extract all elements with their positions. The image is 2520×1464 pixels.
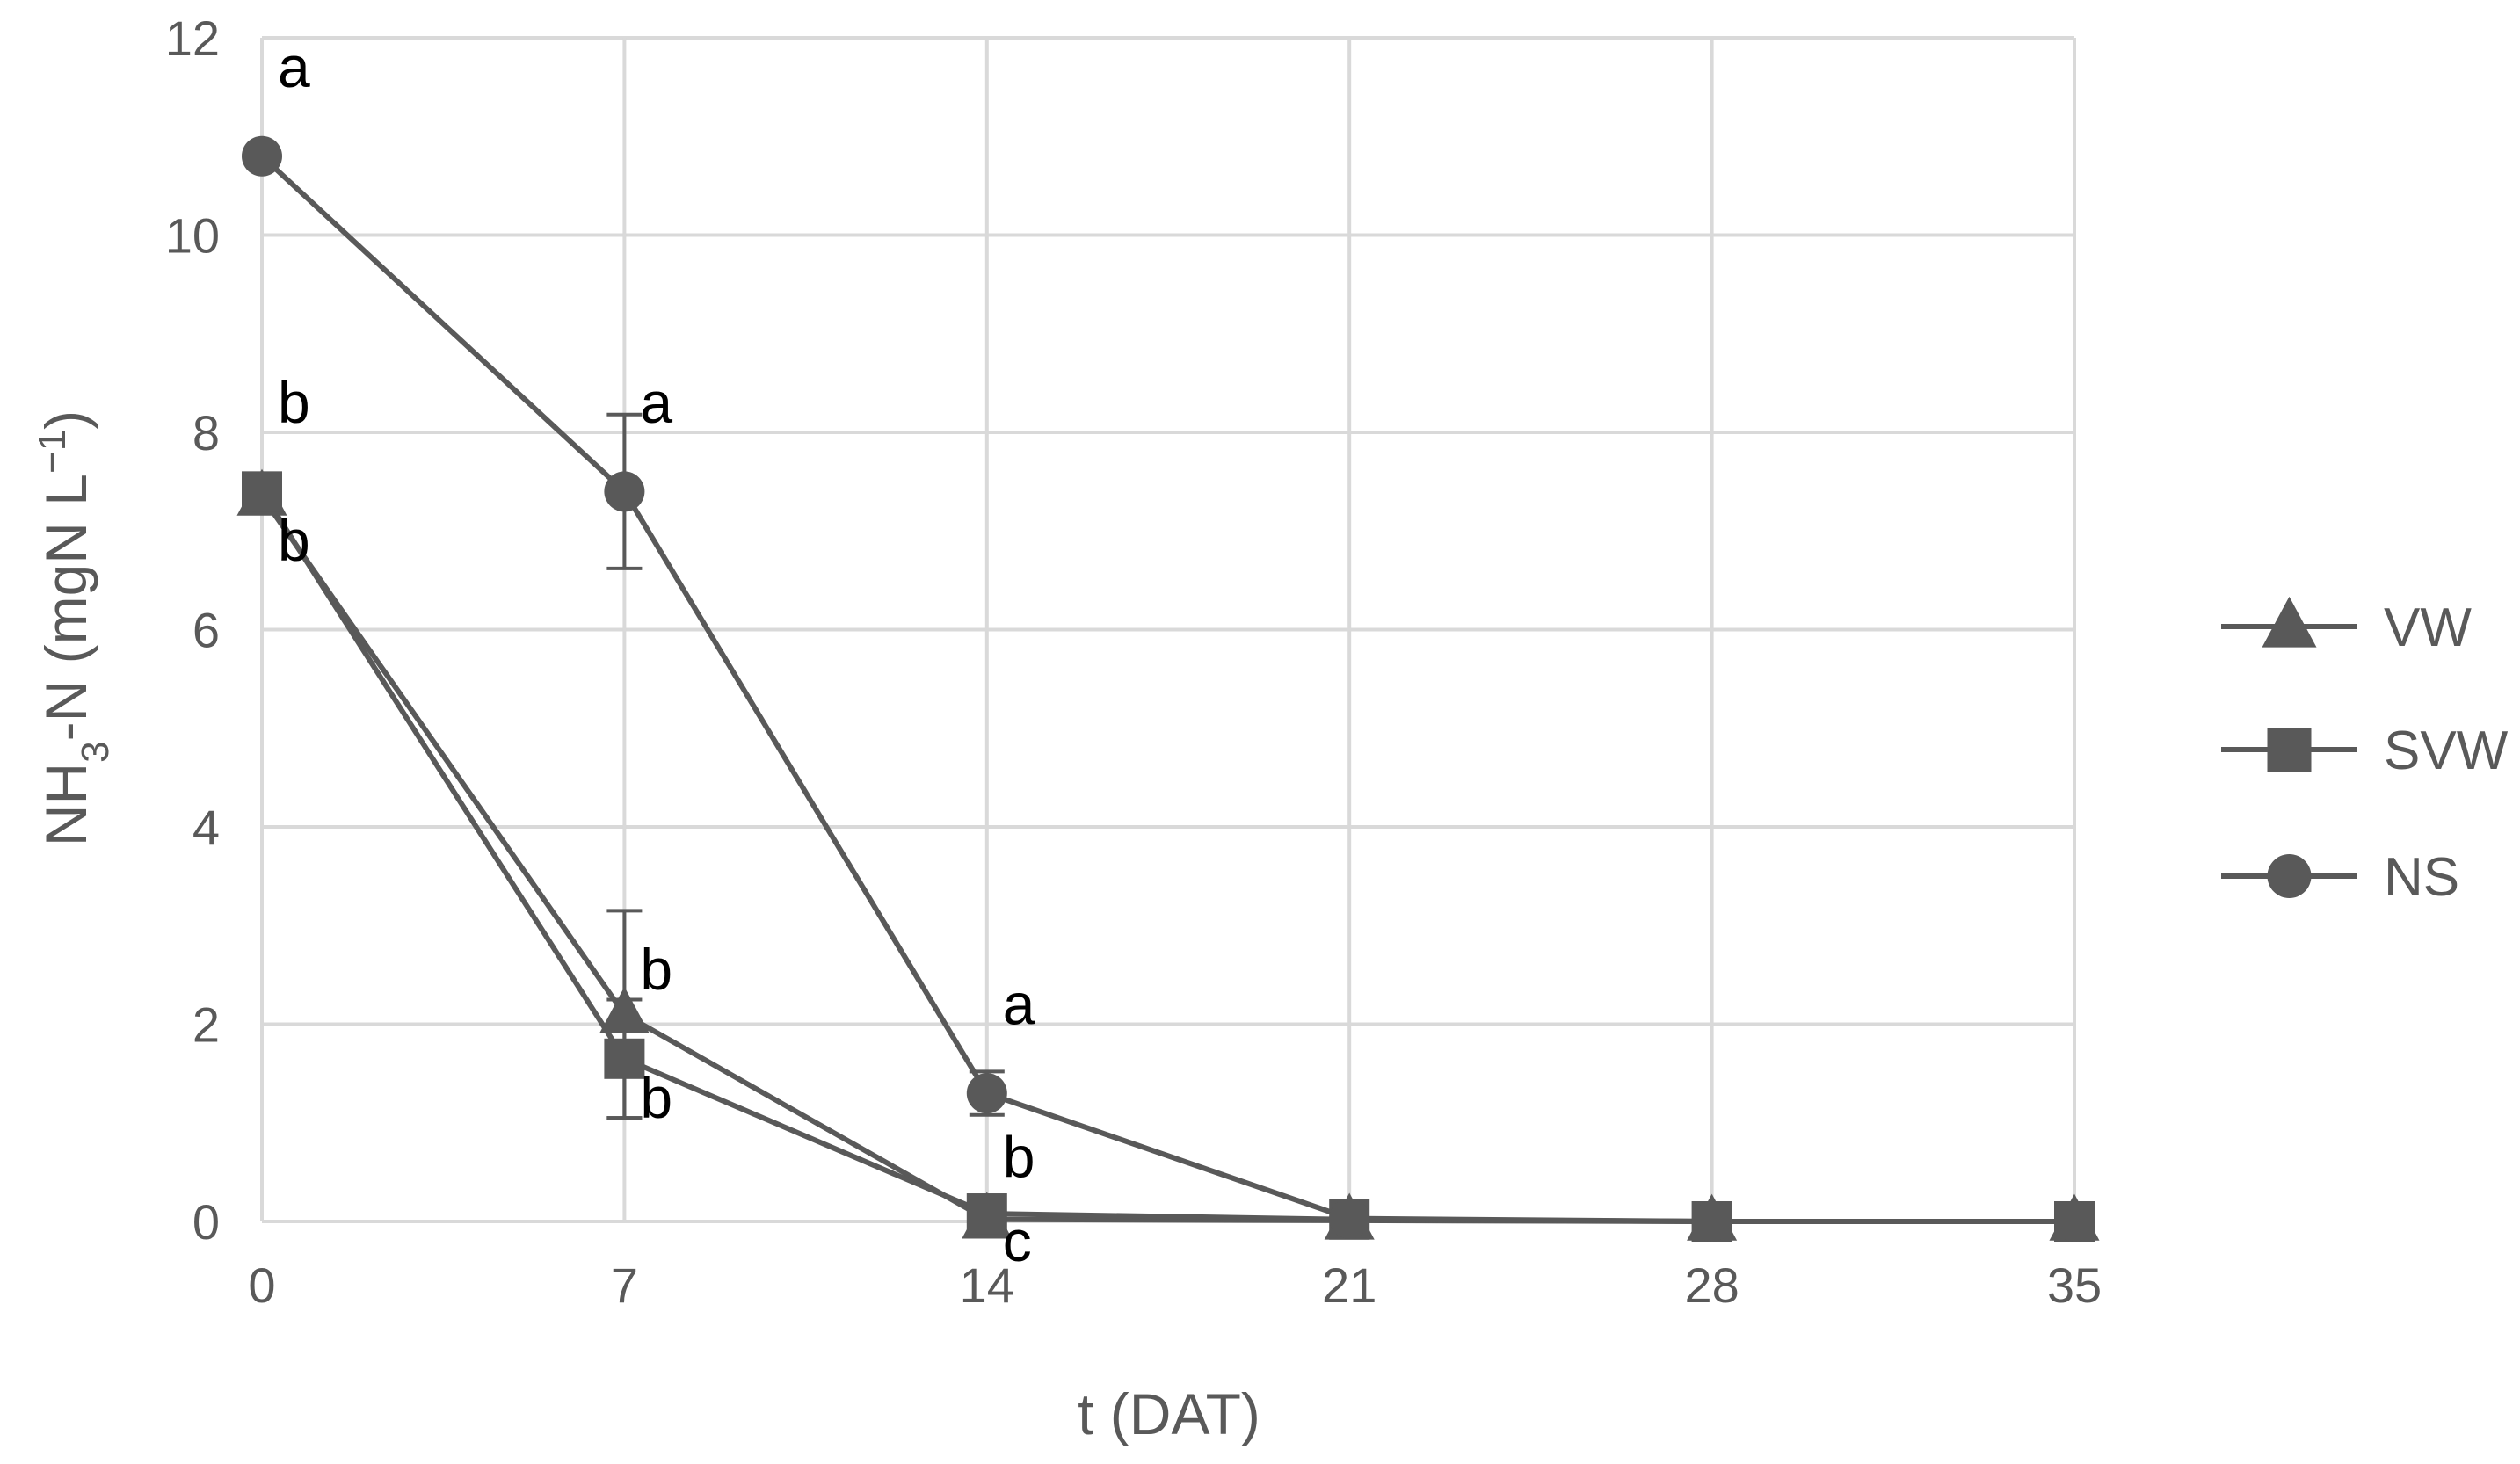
x-tick-label: 28 xyxy=(1684,1257,1739,1313)
x-tick-labels: 0 7 14 21 28 35 xyxy=(248,1257,2102,1313)
significance-letter: c xyxy=(1003,1208,1032,1273)
x-tick-label: 35 xyxy=(2047,1257,2102,1313)
significance-letter: a xyxy=(1003,972,1035,1037)
significance-letter: b xyxy=(640,937,672,1002)
circle-marker xyxy=(242,135,282,177)
legend-label: VW xyxy=(2384,598,2472,658)
y-tick-label: 6 xyxy=(192,603,220,658)
y-tick-label: 2 xyxy=(192,997,220,1053)
error-bars xyxy=(606,412,1005,1120)
legend-label: SVW xyxy=(2384,721,2509,781)
series-line-vw xyxy=(259,495,2074,1224)
square-marker xyxy=(242,471,282,512)
x-tick-label: 7 xyxy=(611,1257,638,1313)
circle-marker xyxy=(1329,1198,1370,1239)
circle-marker xyxy=(2267,854,2312,898)
legend: VW SVW NS xyxy=(2221,596,2509,908)
triangle-marker xyxy=(599,986,650,1034)
circle-marker xyxy=(604,471,645,512)
x-tick-label: 14 xyxy=(960,1257,1014,1313)
y-tick-label: 8 xyxy=(192,405,220,460)
gridlines xyxy=(260,36,2076,1223)
significance-letter: b xyxy=(1003,1124,1035,1189)
square-marker xyxy=(2267,728,2312,772)
y-axis-title: NH3-N (mgN L−1) xyxy=(31,410,117,846)
y-tick-label: 12 xyxy=(165,11,220,66)
circle-marker xyxy=(966,1073,1007,1114)
significance-letter: b xyxy=(278,370,310,435)
y-tick-label: 0 xyxy=(192,1194,220,1250)
y-tick-label: 4 xyxy=(192,800,220,855)
circle-marker xyxy=(2054,1201,2095,1242)
series-lines xyxy=(259,154,2074,1224)
x-tick-label: 0 xyxy=(248,1257,275,1313)
significance-letter: b xyxy=(278,508,310,573)
y-tick-labels: 0 2 4 6 8 10 12 xyxy=(165,11,220,1250)
legend-label: NS xyxy=(2384,847,2459,908)
triangle-marker xyxy=(2262,596,2317,648)
y-tick-label: 10 xyxy=(165,208,220,264)
significance-letter: a xyxy=(278,34,310,99)
significance-letter: b xyxy=(640,1065,672,1130)
x-tick-label: 21 xyxy=(1322,1257,1376,1313)
circle-marker xyxy=(1691,1201,1732,1242)
x-axis-title: t (DAT) xyxy=(1078,1381,1260,1446)
data-points xyxy=(236,135,2100,1242)
square-marker xyxy=(966,1193,1007,1235)
significance-letter: a xyxy=(640,370,672,435)
series-line-ns xyxy=(259,154,2074,1224)
series-line-svw xyxy=(259,489,2074,1224)
square-marker xyxy=(604,1038,645,1079)
